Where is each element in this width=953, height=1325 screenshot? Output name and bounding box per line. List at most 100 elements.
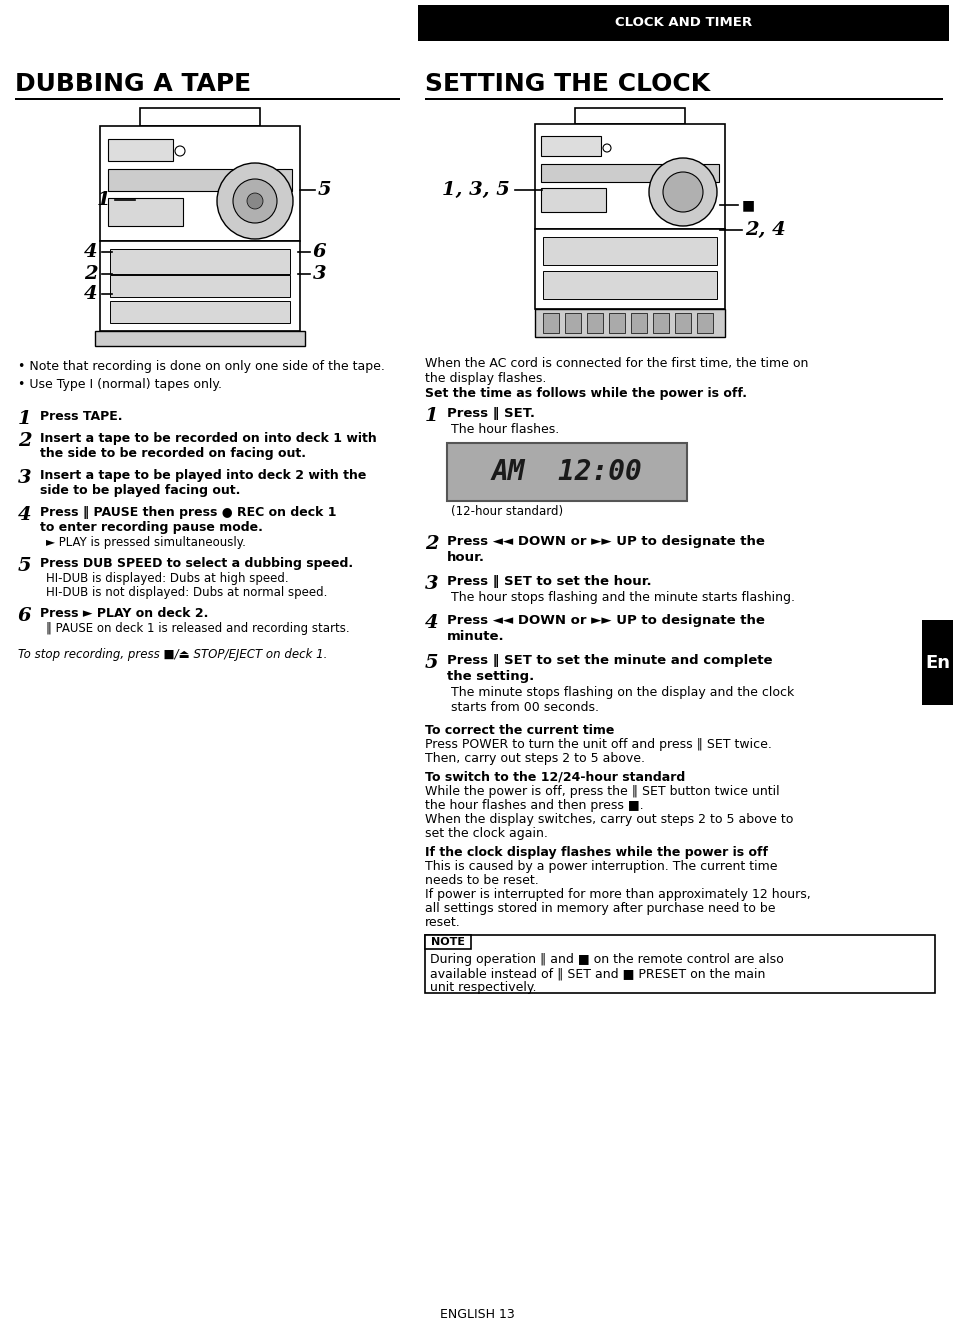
Text: ‖ PAUSE on deck 1 is released and recording starts.: ‖ PAUSE on deck 1 is released and record… xyxy=(46,621,349,635)
Text: 3: 3 xyxy=(18,469,31,488)
Bar xyxy=(586,313,602,333)
Text: Press POWER to turn the unit off and press ‖ SET twice.: Press POWER to turn the unit off and pre… xyxy=(424,738,771,751)
Bar xyxy=(140,109,260,126)
Text: available instead of ‖ SET and ■ PRESET on the main: available instead of ‖ SET and ■ PRESET … xyxy=(430,967,764,980)
Text: 2: 2 xyxy=(84,265,98,284)
Circle shape xyxy=(662,172,702,212)
Text: side to be played facing out.: side to be played facing out. xyxy=(40,484,240,497)
Text: DUBBING A TAPE: DUBBING A TAPE xyxy=(15,72,251,95)
Text: Press ◄◄ DOWN or ►► UP to designate the: Press ◄◄ DOWN or ►► UP to designate the xyxy=(447,613,764,627)
Bar xyxy=(542,313,558,333)
Text: minute.: minute. xyxy=(447,629,504,643)
Bar xyxy=(417,5,424,41)
Text: 2, 4: 2, 4 xyxy=(744,221,785,238)
Text: Then, carry out steps 2 to 5 above.: Then, carry out steps 2 to 5 above. xyxy=(424,753,644,765)
Text: 1: 1 xyxy=(424,407,438,425)
Bar xyxy=(95,331,305,346)
Bar xyxy=(447,443,686,501)
Circle shape xyxy=(247,193,263,209)
Bar xyxy=(110,301,290,323)
Bar xyxy=(108,170,292,191)
Text: 4: 4 xyxy=(18,506,31,523)
Text: 4: 4 xyxy=(84,285,98,303)
Bar xyxy=(921,620,953,705)
Text: Press ‖ SET to set the hour.: Press ‖ SET to set the hour. xyxy=(447,575,651,588)
Bar xyxy=(675,313,690,333)
Text: 5: 5 xyxy=(18,556,31,575)
Text: Press ‖ PAUSE then press ● REC on deck 1: Press ‖ PAUSE then press ● REC on deck 1 xyxy=(40,506,336,519)
Text: NOTE: NOTE xyxy=(431,937,464,947)
Bar xyxy=(110,249,290,274)
Bar xyxy=(540,136,600,156)
Bar xyxy=(630,313,646,333)
Circle shape xyxy=(174,146,185,156)
Text: ENGLISH 13: ENGLISH 13 xyxy=(439,1308,514,1321)
Text: SETTING THE CLOCK: SETTING THE CLOCK xyxy=(424,72,709,95)
Bar xyxy=(417,5,948,41)
Text: If the clock display flashes while the power is off: If the clock display flashes while the p… xyxy=(424,845,767,859)
Bar xyxy=(535,309,724,337)
Text: • Note that recording is done on only one side of the tape.: • Note that recording is done on only on… xyxy=(18,360,384,374)
Text: HI-DUB is displayed: Dubs at high speed.: HI-DUB is displayed: Dubs at high speed. xyxy=(46,572,289,586)
Text: 4: 4 xyxy=(424,613,438,632)
Text: AM  12:00: AM 12:00 xyxy=(491,458,641,486)
Text: Press TAPE.: Press TAPE. xyxy=(40,409,122,423)
Text: CLOCK AND TIMER: CLOCK AND TIMER xyxy=(615,16,751,29)
Text: ■: ■ xyxy=(741,197,755,212)
Bar xyxy=(542,237,717,265)
Text: When the AC cord is connected for the first time, the time on: When the AC cord is connected for the fi… xyxy=(424,356,807,370)
Bar xyxy=(100,241,299,331)
Text: 5: 5 xyxy=(424,655,438,672)
Text: 3: 3 xyxy=(313,265,326,284)
Text: The hour flashes.: The hour flashes. xyxy=(451,423,558,436)
Text: During operation ‖ and ■ on the remote control are also: During operation ‖ and ■ on the remote c… xyxy=(430,953,783,966)
Text: to enter recording pause mode.: to enter recording pause mode. xyxy=(40,521,263,534)
Text: set the clock again.: set the clock again. xyxy=(424,827,547,840)
Circle shape xyxy=(602,144,610,152)
Text: (12-hour standard): (12-hour standard) xyxy=(451,505,562,518)
Text: the hour flashes and then press ■.: the hour flashes and then press ■. xyxy=(424,799,643,812)
Bar xyxy=(110,276,290,297)
Bar xyxy=(540,164,719,182)
Text: • Use Type I (normal) tapes only.: • Use Type I (normal) tapes only. xyxy=(18,378,222,391)
Text: the setting.: the setting. xyxy=(447,670,534,682)
Text: starts from 00 seconds.: starts from 00 seconds. xyxy=(451,701,598,714)
Circle shape xyxy=(216,163,293,238)
Text: To correct the current time: To correct the current time xyxy=(424,723,614,737)
Text: the display flashes.: the display flashes. xyxy=(424,372,546,386)
Text: 5: 5 xyxy=(317,182,332,199)
Bar xyxy=(424,98,942,99)
Circle shape xyxy=(233,179,276,223)
Bar xyxy=(564,313,580,333)
Text: 1: 1 xyxy=(18,409,31,428)
Bar xyxy=(697,313,712,333)
Text: 2: 2 xyxy=(424,535,438,553)
Text: ► PLAY is pressed simultaneously.: ► PLAY is pressed simultaneously. xyxy=(46,537,246,549)
Text: Set the time as follows while the power is off.: Set the time as follows while the power … xyxy=(424,387,746,400)
Text: 3: 3 xyxy=(424,575,438,594)
Text: Press ◄◄ DOWN or ►► UP to designate the: Press ◄◄ DOWN or ►► UP to designate the xyxy=(447,535,764,549)
Bar xyxy=(424,935,471,949)
Text: If power is interrupted for more than approximately 12 hours,: If power is interrupted for more than ap… xyxy=(424,888,810,901)
Text: When the display switches, carry out steps 2 to 5 above to: When the display switches, carry out ste… xyxy=(424,814,793,825)
Bar xyxy=(535,229,724,309)
Bar xyxy=(652,313,668,333)
Text: The minute stops flashing on the display and the clock: The minute stops flashing on the display… xyxy=(451,686,794,700)
Bar xyxy=(108,139,172,162)
Bar xyxy=(535,125,724,229)
Text: 1, 3, 5: 1, 3, 5 xyxy=(441,182,510,199)
Text: Press ‖ SET to set the minute and complete: Press ‖ SET to set the minute and comple… xyxy=(447,655,772,666)
Text: Insert a tape to be recorded on into deck 1 with: Insert a tape to be recorded on into dec… xyxy=(40,432,376,445)
Text: unit respectively.: unit respectively. xyxy=(430,980,536,994)
Text: 6: 6 xyxy=(313,242,326,261)
Text: The hour stops flashing and the minute starts flashing.: The hour stops flashing and the minute s… xyxy=(451,591,794,604)
Bar xyxy=(540,188,605,212)
Text: 1: 1 xyxy=(96,191,110,209)
Text: This is caused by a power interruption. The current time: This is caused by a power interruption. … xyxy=(424,860,777,873)
Text: 2: 2 xyxy=(18,432,31,450)
Circle shape xyxy=(648,158,717,227)
Bar xyxy=(542,272,717,299)
Bar xyxy=(424,935,934,992)
Bar xyxy=(15,98,399,99)
Text: hour.: hour. xyxy=(447,551,484,564)
